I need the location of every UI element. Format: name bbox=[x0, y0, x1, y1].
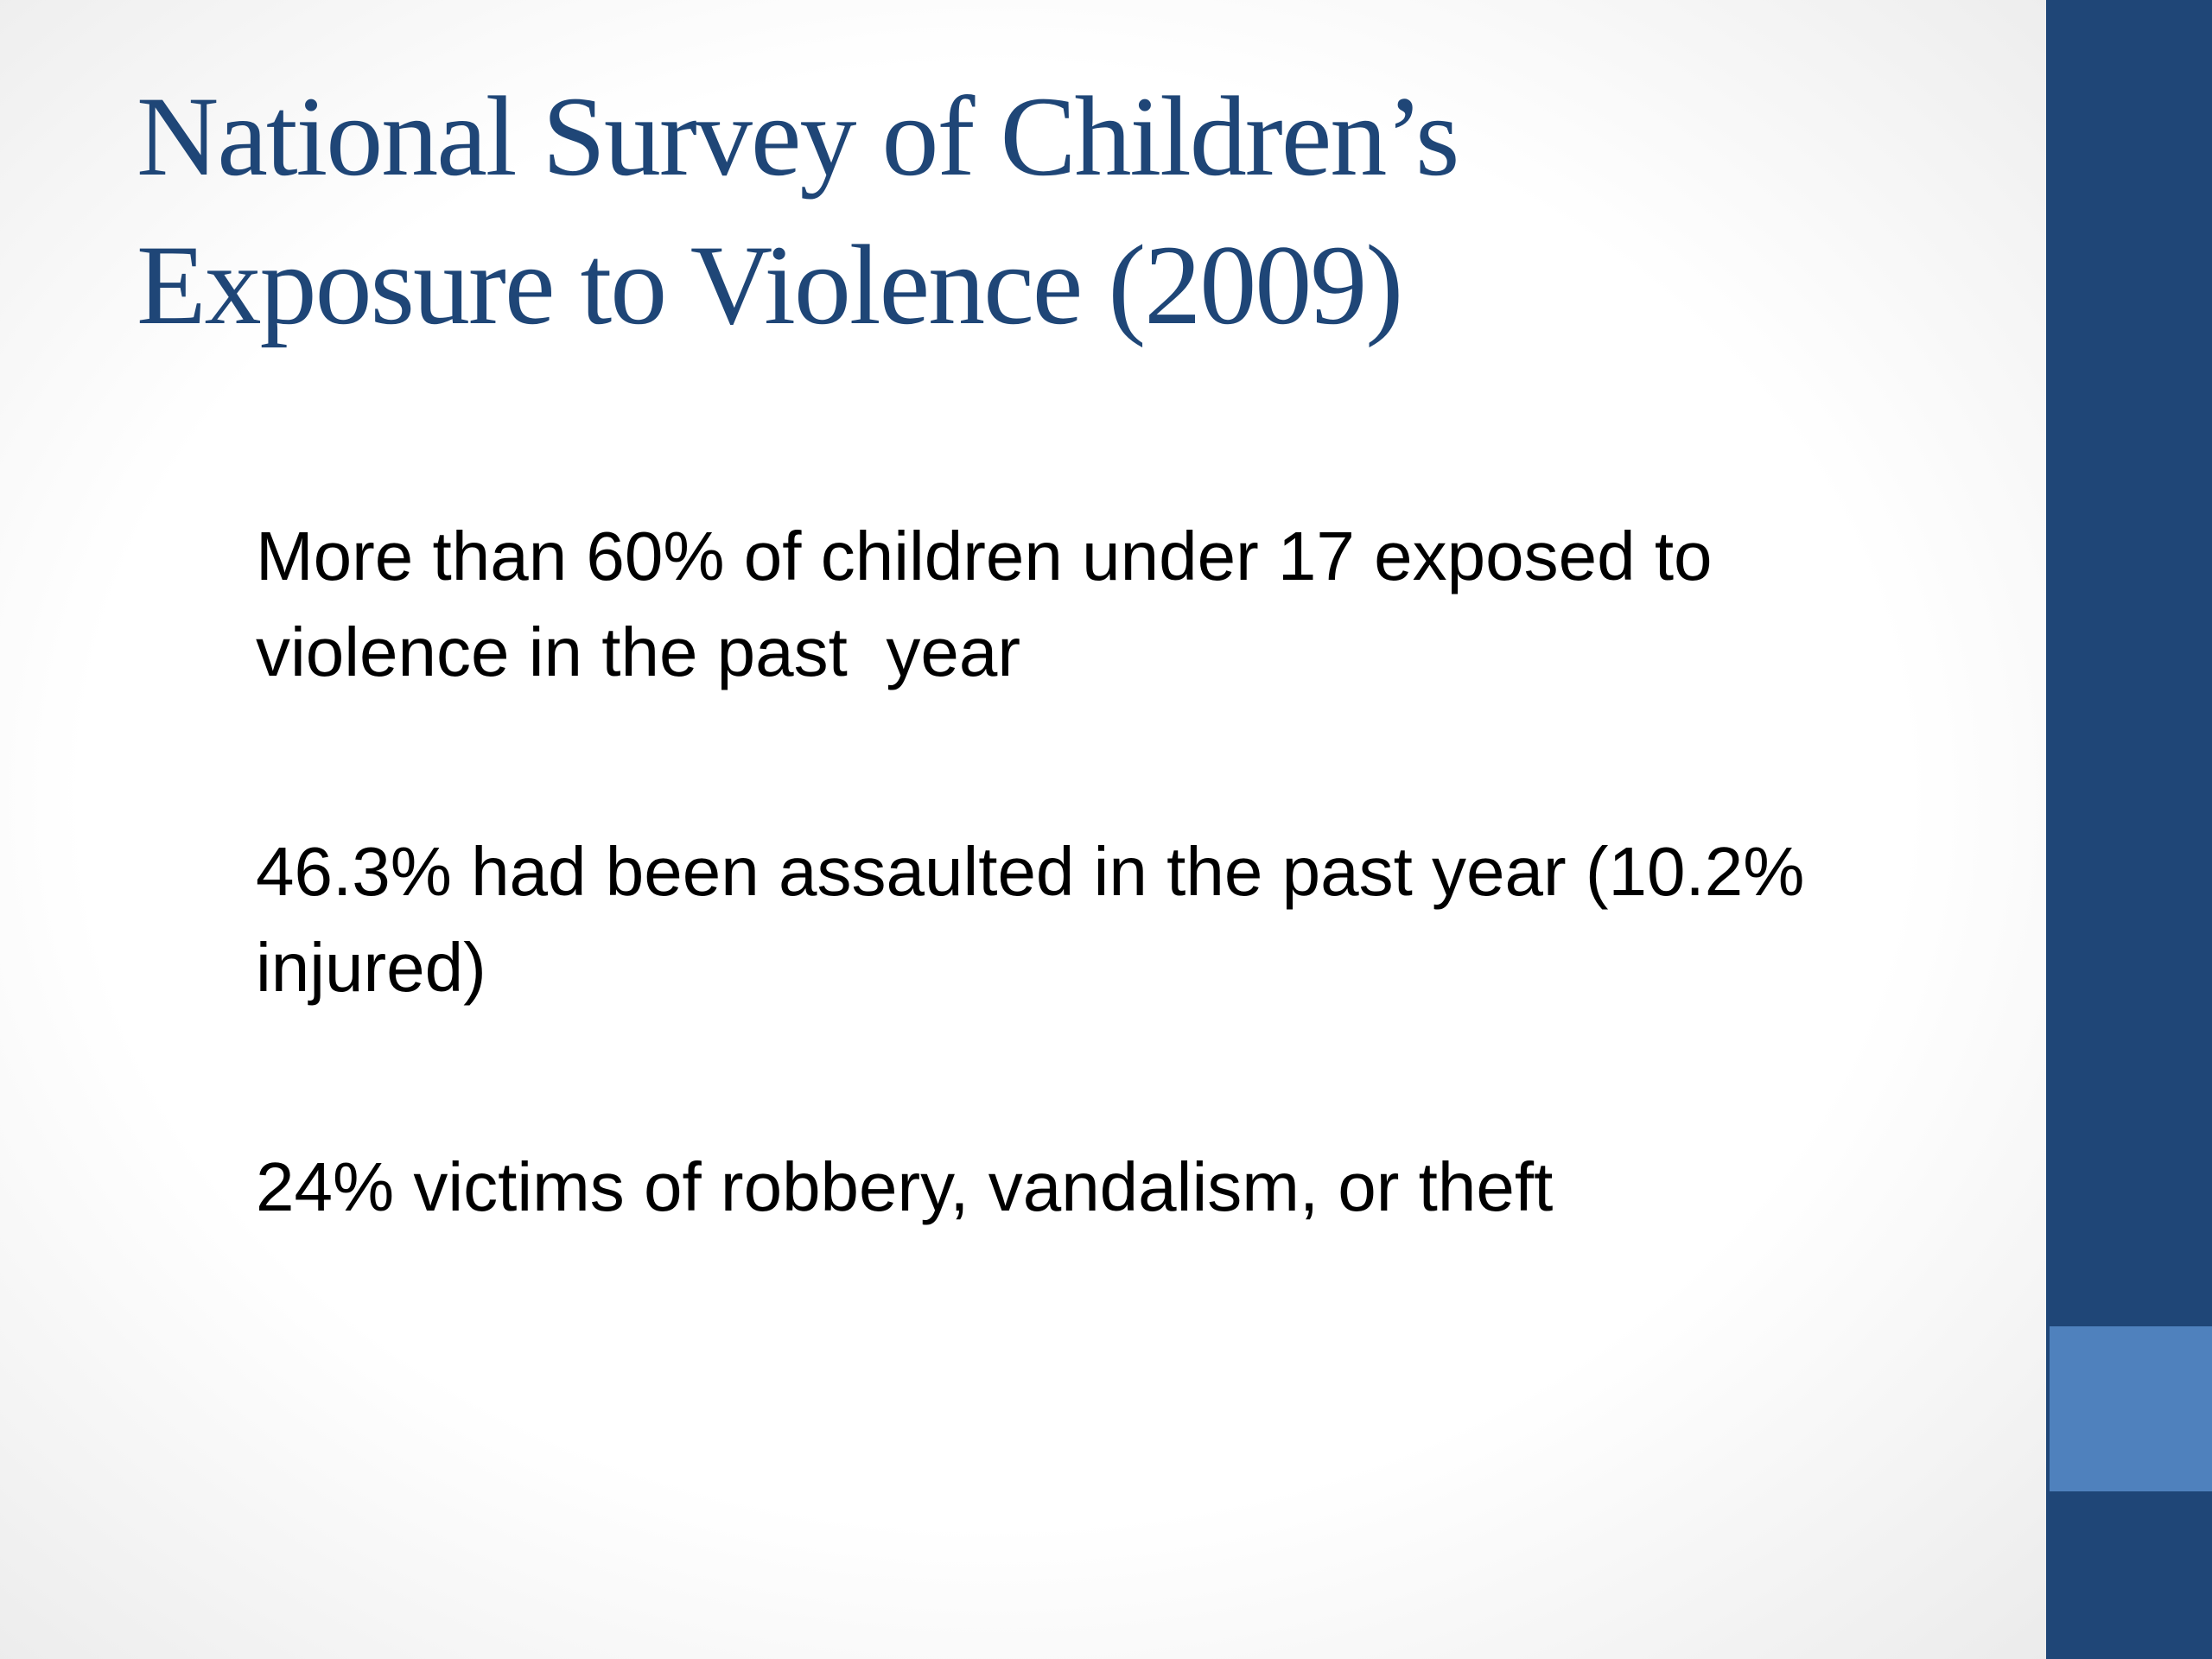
title-line: National Survey of Children’s bbox=[137, 73, 1459, 200]
paragraph: 24% victims of robbery, vandalism, or th… bbox=[256, 1139, 1804, 1235]
title-line: Exposure to Violence (2009) bbox=[137, 221, 1403, 348]
text-line: More than 60% of children under 17 expos… bbox=[256, 518, 1713, 594]
text-line: injured) bbox=[256, 929, 486, 1006]
paragraph: More than 60% of children under 17 expos… bbox=[256, 508, 1804, 700]
text-line: 46.3% had been assaulted in the past yea… bbox=[256, 833, 1805, 910]
slide-title: National Survey of Children’s Exposure to… bbox=[137, 62, 1459, 359]
text-line: violence in the past year bbox=[256, 613, 1020, 690]
text-line: 24% victims of robbery, vandalism, or th… bbox=[256, 1148, 1554, 1225]
side-accent bbox=[2050, 1326, 2212, 1491]
body-text: More than 60% of children under 17 expos… bbox=[256, 508, 1804, 1358]
paragraph: 46.3% had been assaulted in the past yea… bbox=[256, 823, 1804, 1015]
